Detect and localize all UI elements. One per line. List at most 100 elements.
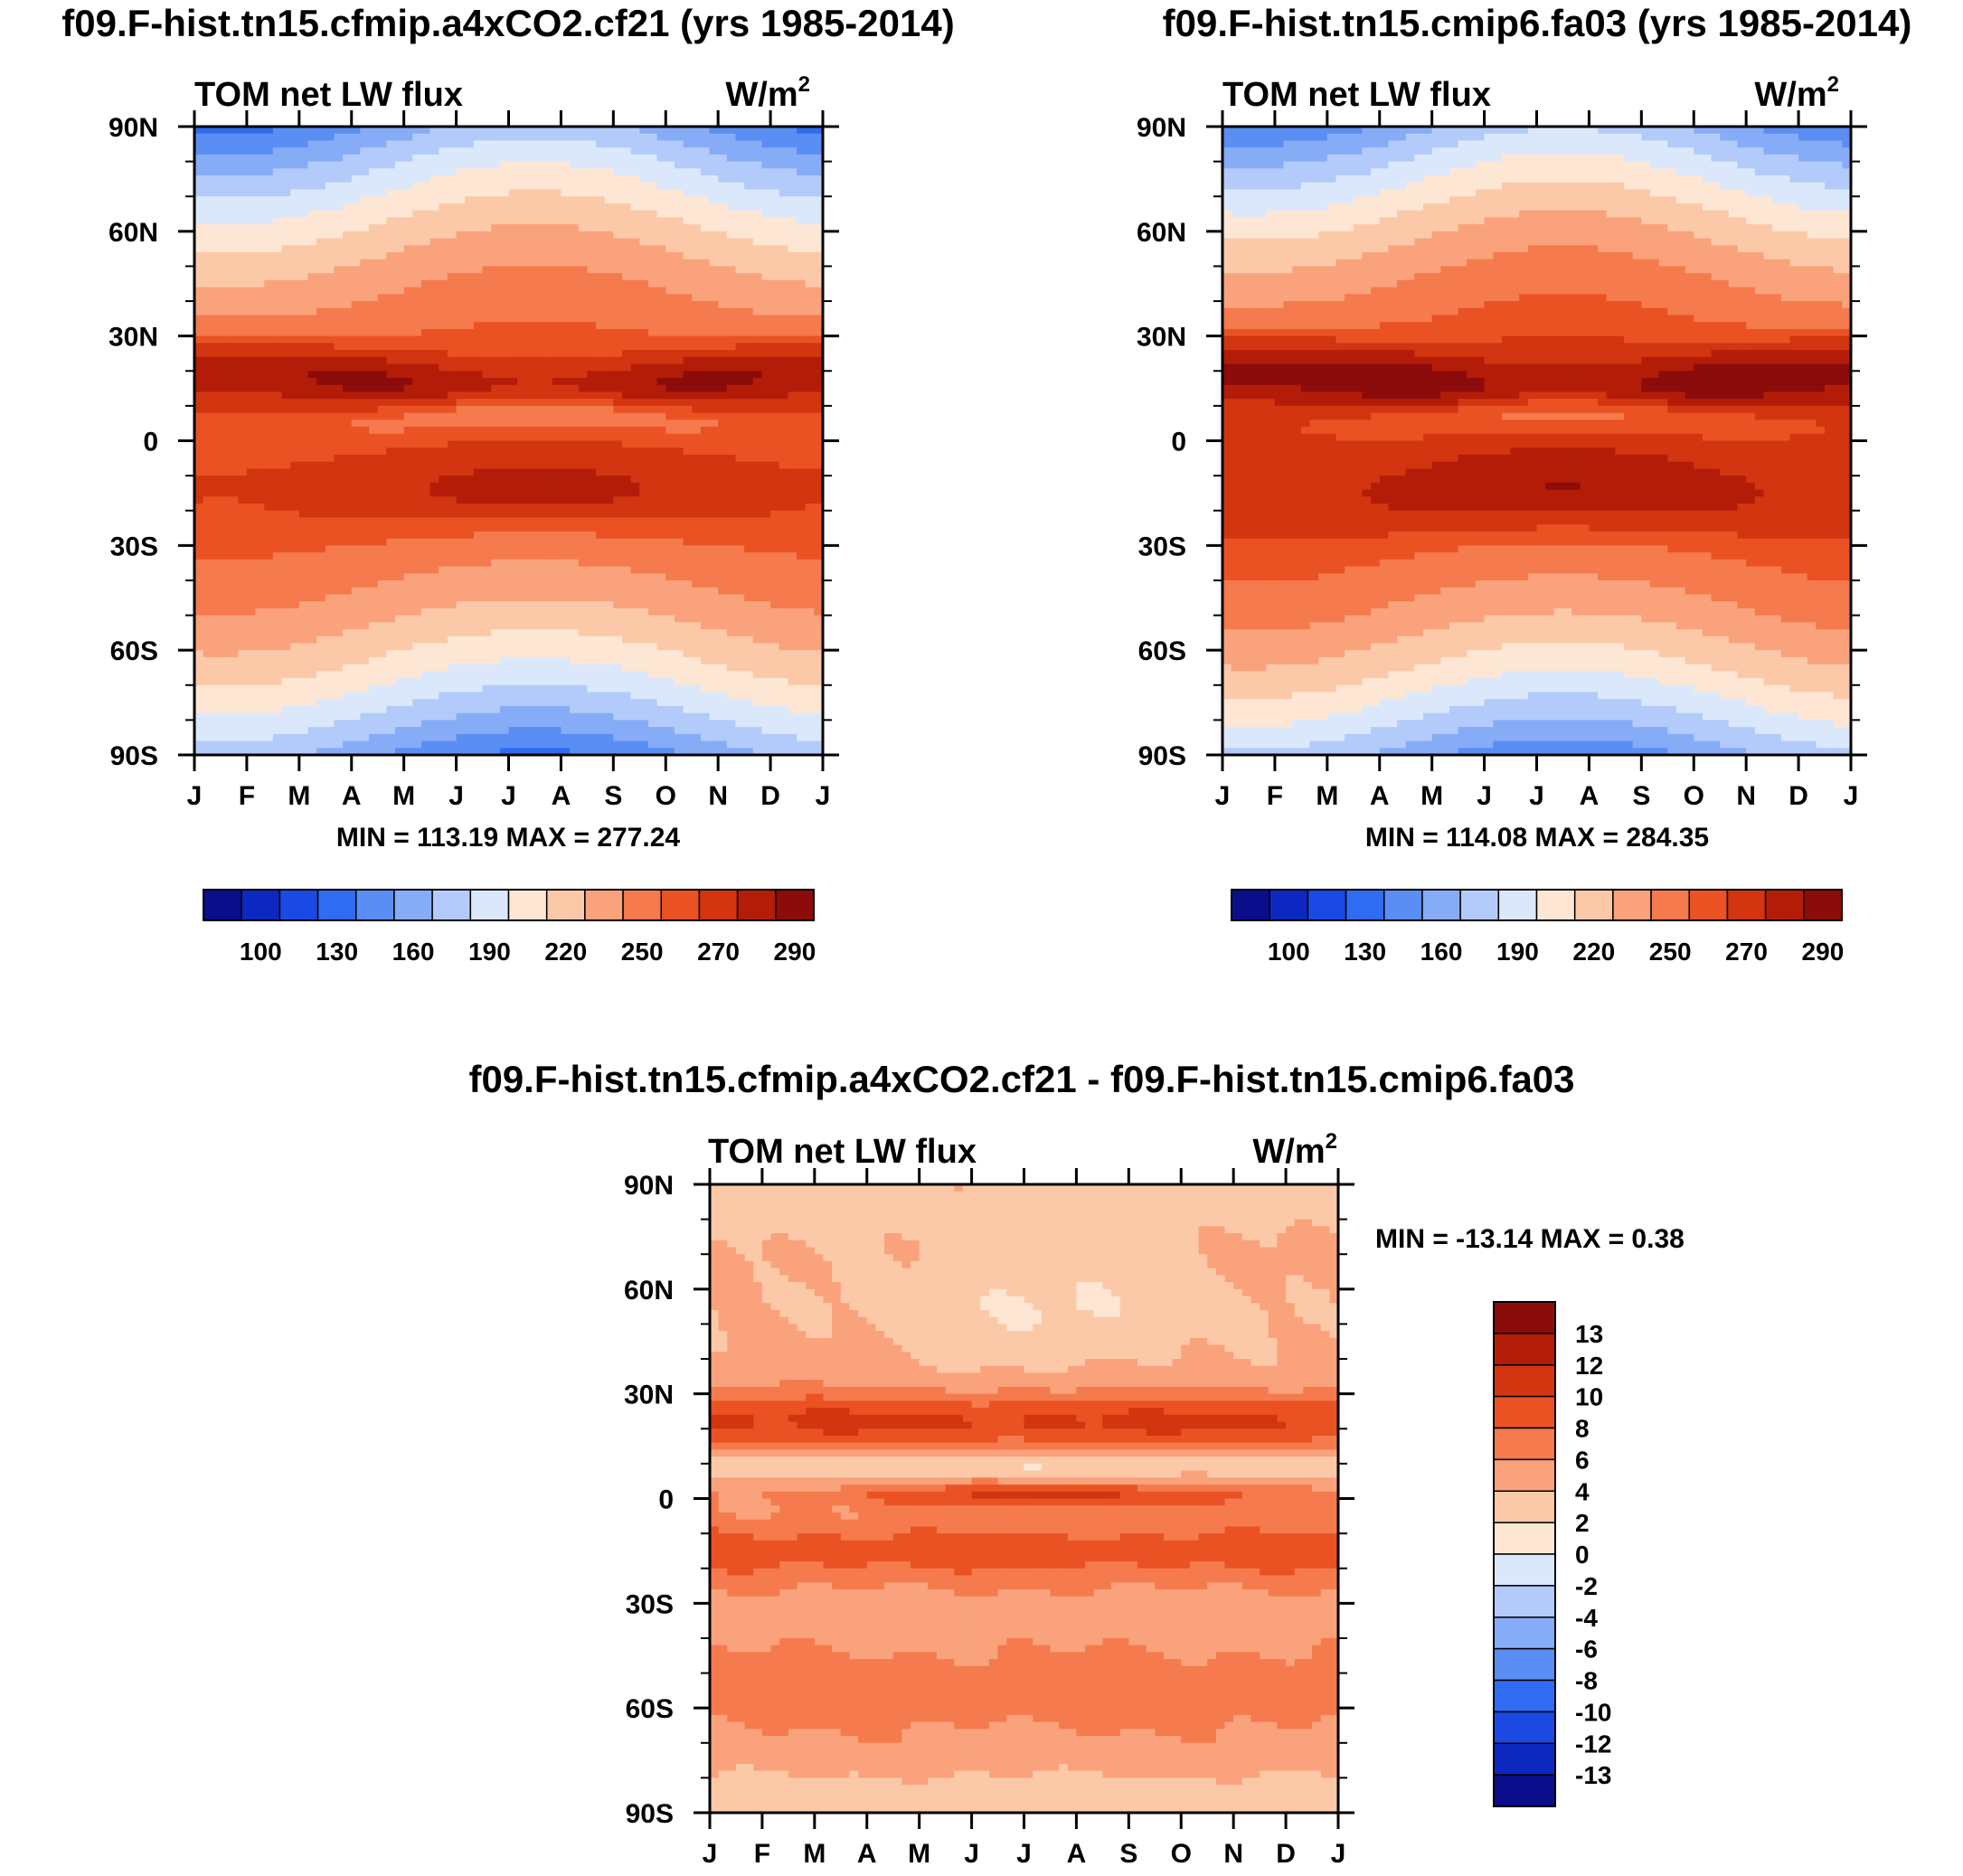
heatmap-cell xyxy=(665,147,675,155)
heatmap-cell xyxy=(761,266,770,273)
heatmap-cell xyxy=(474,496,483,504)
heatmap-cell xyxy=(675,134,684,141)
heatmap-cell xyxy=(334,329,343,336)
heatmap-cell xyxy=(753,371,762,378)
heatmap-cell xyxy=(779,580,788,588)
heatmap-cell xyxy=(526,588,535,595)
heatmap-cell xyxy=(710,427,719,434)
heatmap-cell xyxy=(307,350,316,357)
heatmap-cell xyxy=(797,140,806,147)
heatmap-cell xyxy=(587,524,596,532)
heatmap-cell xyxy=(491,399,500,406)
heatmap-cell xyxy=(395,455,404,462)
heatmap-cell xyxy=(744,231,753,239)
heatmap-cell xyxy=(264,134,273,141)
heatmap-cell xyxy=(788,322,797,329)
heatmap-cell xyxy=(386,406,395,413)
heatmap-cell xyxy=(307,294,316,301)
heatmap-cell xyxy=(430,406,439,413)
heatmap-cell xyxy=(579,155,588,162)
heatmap-cell xyxy=(360,245,369,252)
heatmap-cell xyxy=(238,245,247,252)
heatmap-cell xyxy=(360,441,369,448)
heatmap-cell xyxy=(552,273,562,280)
heatmap-cell xyxy=(761,560,770,567)
heatmap-cell xyxy=(439,364,448,372)
heatmap-cell xyxy=(509,455,518,462)
heatmap-cell xyxy=(552,308,562,316)
heatmap-cell xyxy=(230,336,239,344)
heatmap-cell xyxy=(788,490,797,497)
heatmap-cell xyxy=(613,316,622,323)
heatmap-cell xyxy=(465,329,474,336)
heatmap-cell xyxy=(448,364,457,372)
heatmap-cell xyxy=(665,183,675,190)
heatmap-cell xyxy=(543,468,552,476)
heatmap-cell xyxy=(701,517,710,524)
heatmap-cell xyxy=(483,601,492,608)
heatmap-cell xyxy=(465,288,474,295)
heatmap-cell xyxy=(386,350,395,357)
heatmap-cell xyxy=(639,175,648,183)
heatmap-cell xyxy=(579,162,588,169)
heatmap-cell xyxy=(212,567,221,574)
heatmap-cell xyxy=(203,385,212,392)
heatmap-cell xyxy=(326,517,335,524)
heatmap-cell xyxy=(282,357,291,364)
heatmap-cell xyxy=(675,434,684,441)
heatmap-cell xyxy=(483,413,492,420)
heatmap-cell xyxy=(579,385,588,392)
heatmap-cell xyxy=(526,231,535,239)
heatmap-cell xyxy=(307,580,316,588)
heatmap-cell xyxy=(639,211,648,218)
heatmap-cell xyxy=(230,168,239,175)
heatmap-cell xyxy=(534,567,543,574)
heatmap-cell xyxy=(352,168,361,175)
heatmap-cell xyxy=(517,343,526,350)
heatmap-cell xyxy=(316,231,326,239)
heatmap-cell xyxy=(230,448,239,455)
heatmap-cell xyxy=(675,162,684,169)
heatmap-cell xyxy=(587,427,596,434)
heatmap-cell xyxy=(491,545,500,552)
heatmap-cell xyxy=(465,183,474,190)
heatmap-cell xyxy=(378,378,387,385)
heatmap-cell xyxy=(648,147,657,155)
heatmap-cell xyxy=(517,524,526,532)
heatmap-cell xyxy=(596,496,605,504)
heatmap-cell xyxy=(264,336,273,344)
heatmap-cell xyxy=(299,567,308,574)
heatmap-cell xyxy=(675,211,684,218)
heatmap-cell xyxy=(439,211,448,218)
heatmap-cell xyxy=(316,224,326,231)
heatmap-cell xyxy=(500,343,509,350)
heatmap-cell xyxy=(264,147,273,155)
heatmap-cell xyxy=(203,294,212,301)
heatmap-cell xyxy=(657,322,666,329)
heatmap-cell xyxy=(657,490,666,497)
heatmap-cell xyxy=(412,441,421,448)
heatmap-cell xyxy=(290,545,299,552)
heatmap-cell xyxy=(465,162,474,169)
heatmap-cell xyxy=(238,552,247,560)
heatmap-cell xyxy=(727,567,736,574)
heatmap-cell xyxy=(779,483,788,490)
heatmap-cell xyxy=(561,517,570,524)
heatmap-cell xyxy=(806,594,815,601)
heatmap-cell xyxy=(457,385,466,392)
heatmap-cell xyxy=(526,322,535,329)
heatmap-cell xyxy=(203,134,212,141)
heatmap-cell xyxy=(735,588,744,595)
heatmap-cell xyxy=(457,601,466,608)
heatmap-cell xyxy=(421,259,430,267)
heatmap-cell xyxy=(247,573,256,580)
heatmap-cell xyxy=(264,511,273,518)
heatmap-cell xyxy=(788,336,797,344)
heatmap-cell xyxy=(307,343,316,350)
heatmap-cell xyxy=(639,168,648,175)
heatmap-cell xyxy=(797,266,806,273)
heatmap-cell xyxy=(552,545,562,552)
heatmap-cell xyxy=(526,552,535,560)
heatmap-cell xyxy=(491,385,500,392)
heatmap-cell xyxy=(500,196,509,203)
